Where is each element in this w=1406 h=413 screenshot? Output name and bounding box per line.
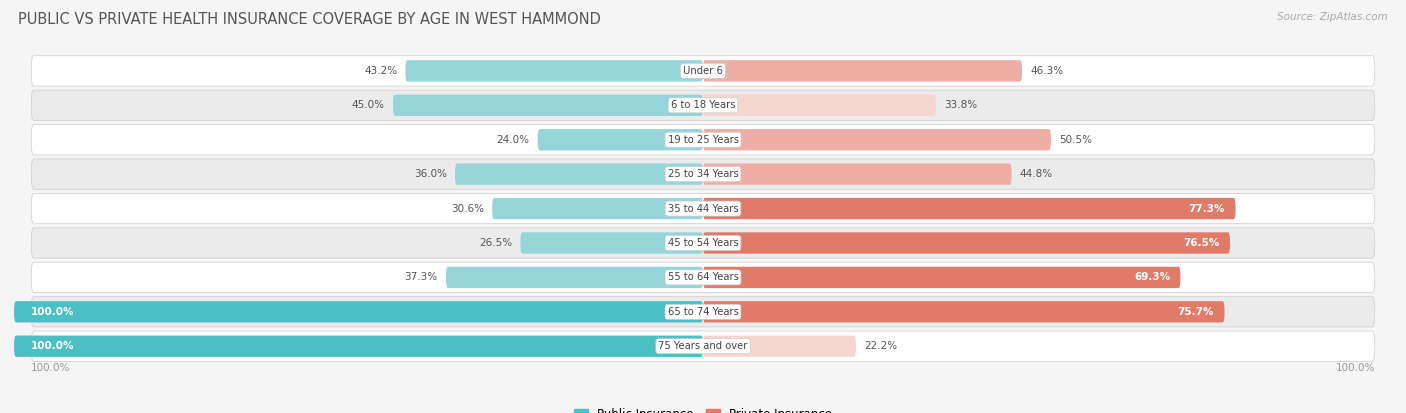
Text: 55 to 64 Years: 55 to 64 Years [668, 273, 738, 282]
FancyBboxPatch shape [703, 335, 856, 357]
Text: 100.0%: 100.0% [31, 307, 75, 317]
Legend: Public Insurance, Private Insurance: Public Insurance, Private Insurance [569, 403, 837, 413]
Text: 35 to 44 Years: 35 to 44 Years [668, 204, 738, 214]
Text: 37.3%: 37.3% [405, 273, 437, 282]
Text: 100.0%: 100.0% [1336, 363, 1375, 373]
Text: 65 to 74 Years: 65 to 74 Years [668, 307, 738, 317]
Text: 77.3%: 77.3% [1188, 204, 1225, 214]
FancyBboxPatch shape [703, 232, 1230, 254]
Text: 45 to 54 Years: 45 to 54 Years [668, 238, 738, 248]
Text: 6 to 18 Years: 6 to 18 Years [671, 100, 735, 110]
Text: 76.5%: 76.5% [1184, 238, 1220, 248]
FancyBboxPatch shape [703, 60, 1022, 81]
FancyBboxPatch shape [703, 129, 1050, 150]
FancyBboxPatch shape [31, 331, 1375, 361]
FancyBboxPatch shape [394, 95, 703, 116]
FancyBboxPatch shape [446, 267, 703, 288]
FancyBboxPatch shape [492, 198, 703, 219]
FancyBboxPatch shape [31, 193, 1375, 224]
Text: Source: ZipAtlas.com: Source: ZipAtlas.com [1277, 12, 1388, 22]
FancyBboxPatch shape [14, 335, 703, 357]
Text: 69.3%: 69.3% [1135, 273, 1170, 282]
FancyBboxPatch shape [31, 159, 1375, 189]
FancyBboxPatch shape [31, 297, 1375, 327]
Text: 100.0%: 100.0% [31, 363, 70, 373]
FancyBboxPatch shape [703, 198, 1236, 219]
Text: 43.2%: 43.2% [364, 66, 396, 76]
Text: 25 to 34 Years: 25 to 34 Years [668, 169, 738, 179]
FancyBboxPatch shape [31, 56, 1375, 86]
Text: 75.7%: 75.7% [1178, 307, 1215, 317]
Text: 36.0%: 36.0% [413, 169, 447, 179]
Text: 45.0%: 45.0% [352, 100, 385, 110]
Text: 19 to 25 Years: 19 to 25 Years [668, 135, 738, 145]
FancyBboxPatch shape [520, 232, 703, 254]
Text: 33.8%: 33.8% [945, 100, 977, 110]
FancyBboxPatch shape [703, 95, 936, 116]
FancyBboxPatch shape [405, 60, 703, 81]
Text: 75 Years and over: 75 Years and over [658, 341, 748, 351]
Text: PUBLIC VS PRIVATE HEALTH INSURANCE COVERAGE BY AGE IN WEST HAMMOND: PUBLIC VS PRIVATE HEALTH INSURANCE COVER… [18, 12, 602, 27]
FancyBboxPatch shape [456, 164, 703, 185]
FancyBboxPatch shape [31, 262, 1375, 292]
FancyBboxPatch shape [31, 125, 1375, 155]
Text: 22.2%: 22.2% [865, 341, 897, 351]
Text: 44.8%: 44.8% [1019, 169, 1053, 179]
FancyBboxPatch shape [31, 90, 1375, 121]
FancyBboxPatch shape [703, 164, 1012, 185]
Text: 46.3%: 46.3% [1031, 66, 1063, 76]
FancyBboxPatch shape [703, 267, 1181, 288]
FancyBboxPatch shape [703, 301, 1225, 323]
Text: 26.5%: 26.5% [479, 238, 512, 248]
Text: 24.0%: 24.0% [496, 135, 530, 145]
Text: Under 6: Under 6 [683, 66, 723, 76]
Text: 100.0%: 100.0% [31, 341, 75, 351]
Text: 30.6%: 30.6% [451, 204, 484, 214]
FancyBboxPatch shape [537, 129, 703, 150]
Text: 50.5%: 50.5% [1059, 135, 1092, 145]
FancyBboxPatch shape [14, 301, 703, 323]
FancyBboxPatch shape [31, 228, 1375, 258]
